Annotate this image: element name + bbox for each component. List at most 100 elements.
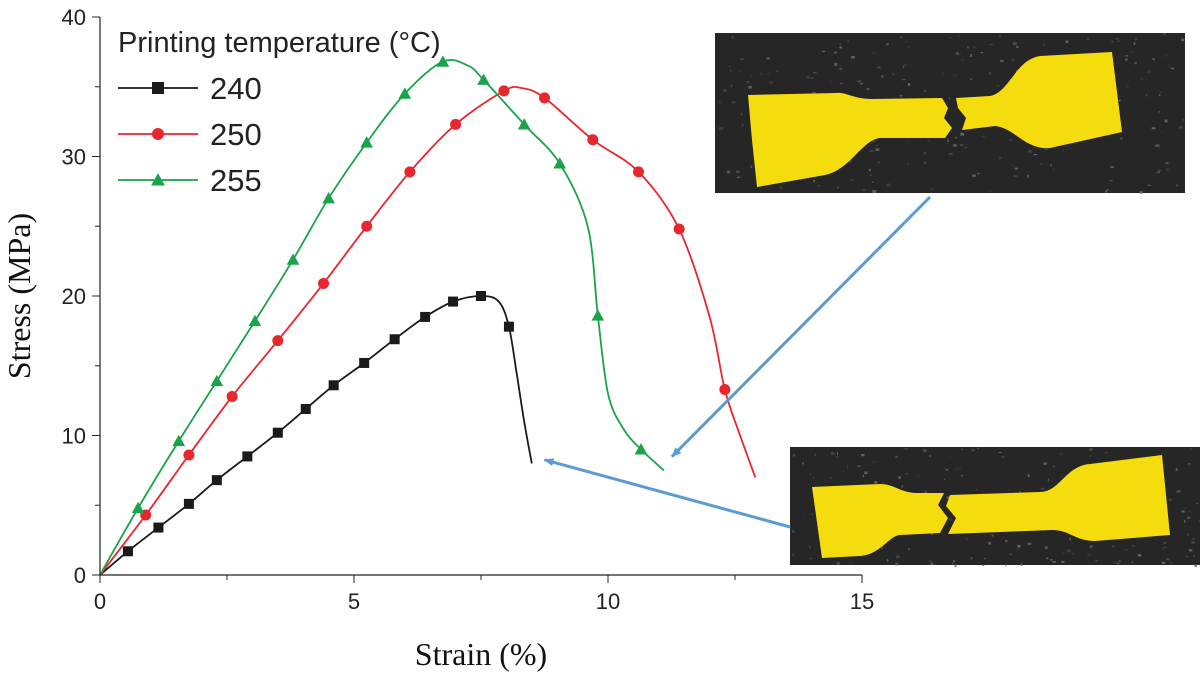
inset-texture-speck <box>1105 191 1107 193</box>
inset-texture-speck <box>1149 175 1151 176</box>
inset-texture-speck <box>1090 448 1093 450</box>
inset-texture-speck <box>906 473 908 474</box>
inset-texture-speck <box>1115 38 1119 39</box>
inset-texture-speck <box>813 477 815 479</box>
inset-texture-speck <box>1016 548 1019 551</box>
inset-texture-speck <box>945 469 948 471</box>
inset-texture-speck <box>793 454 796 457</box>
inset-texture-speck <box>814 454 815 455</box>
inset-texture-speck <box>839 68 842 70</box>
data-point-255-4 <box>287 253 300 264</box>
data-point-240-2 <box>184 499 194 509</box>
inset-texture-speck <box>1173 498 1176 499</box>
inset-texture-speck <box>1191 541 1194 543</box>
inset-texture-speck <box>849 562 853 564</box>
inset-texture-speck <box>1157 172 1160 173</box>
inset-texture-speck <box>857 80 860 82</box>
inset-texture-speck <box>1043 43 1044 46</box>
inset-texture-speck <box>895 456 898 458</box>
inset-texture-speck <box>805 46 808 49</box>
data-point-255-3 <box>249 315 262 326</box>
inset-texture-speck <box>923 161 926 164</box>
inset-texture-speck <box>807 76 810 79</box>
inset-texture-speck <box>972 175 976 177</box>
inset-texture-speck <box>835 456 838 458</box>
inset-texture-speck <box>877 66 880 68</box>
inset-texture-speck <box>1187 556 1188 557</box>
inset-texture-speck <box>1110 166 1114 168</box>
data-point-255-11 <box>553 157 566 168</box>
inset-texture-speck <box>961 475 963 476</box>
inset-texture-speck <box>780 186 782 189</box>
inset-texture-speck <box>881 75 883 77</box>
inset-texture-speck <box>839 44 841 45</box>
inset-texture-speck <box>962 59 964 60</box>
inset-texture-speck <box>949 176 952 179</box>
inset-texture-speck <box>1141 78 1143 80</box>
inset-texture-speck <box>1112 545 1113 548</box>
inset-texture-speck <box>834 63 837 66</box>
inset-texture-speck <box>1061 561 1064 563</box>
inset-texture-speck <box>1118 560 1121 562</box>
inset-texture-speck <box>747 81 748 83</box>
legend-marker-240 <box>152 82 164 94</box>
inset-texture-speck <box>1166 558 1170 560</box>
inset-texture-speck <box>953 144 957 147</box>
data-point-240-4 <box>242 451 252 461</box>
inset-texture-speck <box>861 454 864 456</box>
inset-texture-speck <box>1145 94 1147 96</box>
inset-texture-speck <box>1188 511 1192 513</box>
y-tick-label: 10 <box>62 424 86 449</box>
inset-texture-speck <box>804 513 805 516</box>
inset-texture-speck <box>1109 180 1113 181</box>
inset-texture-speck <box>809 558 812 559</box>
inset-texture-speck <box>813 72 817 73</box>
inset-texture-speck <box>949 153 953 155</box>
data-point-250-1 <box>183 450 194 461</box>
inset-texture-speck <box>1152 58 1155 60</box>
inset-texture-speck <box>792 554 794 556</box>
inset-texture-speck <box>1034 154 1038 155</box>
legend-marker-250 <box>152 128 164 140</box>
inset-texture-speck <box>1166 162 1169 164</box>
inset-texture-speck <box>837 452 838 455</box>
inset-texture-speck <box>924 90 926 92</box>
inset-texture-speck <box>760 73 762 76</box>
inset-texture-speck <box>1009 553 1012 555</box>
inset-texture-speck <box>1163 547 1166 548</box>
inset-texture-speck <box>1165 120 1168 123</box>
inset-texture-speck <box>1124 549 1128 551</box>
inset-texture-speck <box>1162 549 1163 550</box>
inset-texture-speck <box>813 180 815 183</box>
inset-texture-speck <box>1187 533 1189 535</box>
data-point-250-6 <box>404 166 415 177</box>
inset-texture-speck <box>1005 540 1007 542</box>
inset-texture-speck <box>964 147 967 149</box>
inset-texture-speck <box>1045 546 1048 549</box>
annotation-arrow-top <box>672 197 930 457</box>
inset-texture-speck <box>1177 490 1181 493</box>
inset-texture-speck <box>881 482 884 484</box>
series-line-240 <box>100 296 532 575</box>
inset-texture-speck <box>977 173 980 174</box>
inset-texture-speck <box>1190 550 1192 552</box>
data-point-250-10 <box>587 134 598 145</box>
inset-texture-speck <box>1028 474 1030 477</box>
inset-texture-speck <box>975 49 976 51</box>
series-line-255 <box>100 60 664 575</box>
inset-texture-speck <box>869 169 871 171</box>
inset-texture-speck <box>908 46 910 47</box>
inset-texture-speck <box>1053 169 1054 170</box>
inset-texture-speck <box>1159 111 1160 112</box>
inset-texture-speck <box>1190 448 1192 449</box>
inset-texture-speck <box>924 152 926 155</box>
inset-texture-speck <box>1050 559 1052 561</box>
inset-texture-speck <box>1158 170 1161 171</box>
inset-texture-speck <box>1156 538 1157 540</box>
inset-texture-speck <box>1090 545 1093 548</box>
inset-texture-speck <box>887 184 891 187</box>
inset-texture-speck <box>873 141 875 142</box>
